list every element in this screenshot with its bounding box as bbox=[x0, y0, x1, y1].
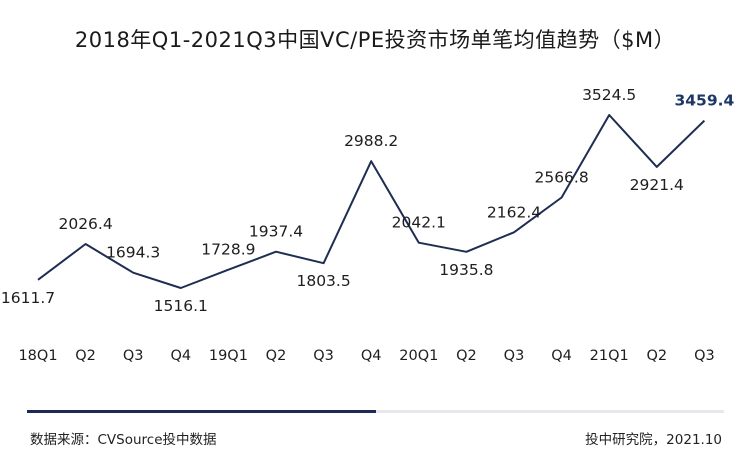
data-label: 1803.5 bbox=[296, 272, 350, 290]
data-label: 1694.3 bbox=[106, 244, 160, 262]
x-tick-label: Q2 bbox=[75, 348, 96, 364]
data-label: 2921.4 bbox=[630, 176, 684, 194]
data-label: 2026.4 bbox=[58, 215, 112, 233]
data-label: 2042.1 bbox=[392, 214, 446, 232]
x-tick-label: Q4 bbox=[170, 348, 191, 364]
data-label: 2566.8 bbox=[534, 169, 588, 187]
credit-note: 投中研究院，2021.10 bbox=[585, 432, 722, 448]
data-label: 1516.1 bbox=[154, 297, 208, 315]
data-label: 2988.2 bbox=[344, 132, 398, 150]
x-tick-label: 18Q1 bbox=[18, 348, 57, 364]
x-tick-label: Q3 bbox=[694, 348, 715, 364]
x-tick-label: Q4 bbox=[551, 348, 572, 364]
data-label: 1611.7 bbox=[1, 289, 55, 307]
x-tick-label: Q3 bbox=[313, 348, 334, 364]
x-tick-label: 20Q1 bbox=[399, 348, 438, 364]
chart-title: 2018年Q1-2021Q3中国VC/PE投资市场单笔均值趋势（$M） bbox=[74, 28, 676, 52]
x-tick-label: Q2 bbox=[456, 348, 477, 364]
x-tick-label: Q2 bbox=[646, 348, 667, 364]
footer-progress-fill bbox=[27, 410, 376, 413]
x-tick-label: Q4 bbox=[361, 348, 382, 364]
data-label: 3459.4 bbox=[674, 92, 734, 110]
x-tick-label: 21Q1 bbox=[590, 348, 629, 364]
data-label: 1728.9 bbox=[201, 241, 255, 259]
series-line bbox=[37, 114, 706, 289]
x-tick-label: Q2 bbox=[266, 348, 287, 364]
data-label: 1937.4 bbox=[249, 223, 303, 241]
x-tick-label: Q3 bbox=[123, 348, 144, 364]
data-label: 3524.5 bbox=[582, 86, 636, 104]
x-tick-label: 19Q1 bbox=[209, 348, 248, 364]
source-note: 数据来源：CVSource投中数据 bbox=[30, 432, 217, 448]
data-label: 2162.4 bbox=[487, 203, 541, 221]
x-tick-label: Q3 bbox=[504, 348, 525, 364]
data-label: 1935.8 bbox=[439, 261, 493, 279]
